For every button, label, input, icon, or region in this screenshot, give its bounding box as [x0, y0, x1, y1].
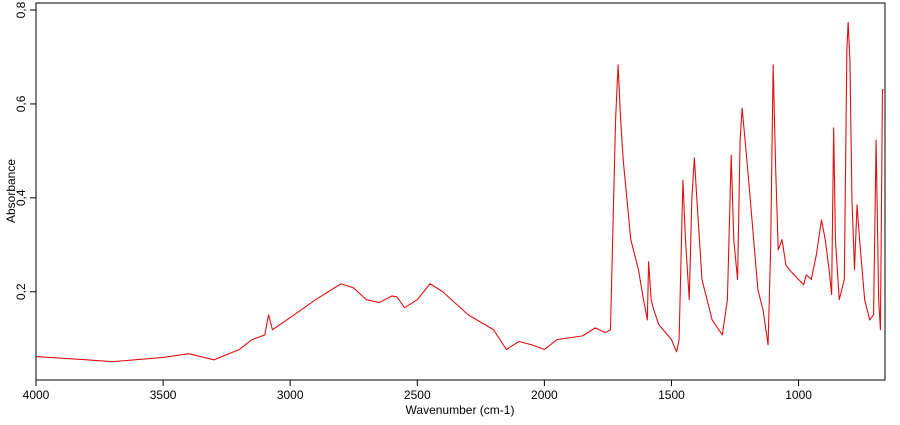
x-axis-label: Wavenumber (cm-1): [406, 403, 515, 417]
x-tick-label: 1000: [785, 388, 812, 402]
x-tick-label: 1500: [658, 388, 685, 402]
plot-frame: [35, 2, 886, 381]
y-tick-label: 0,4: [14, 189, 28, 206]
x-tick-label: 2000: [531, 388, 558, 402]
x-tick-label: 4000: [23, 388, 50, 402]
x-tick-label: 2500: [404, 388, 431, 402]
y-tick-label: 0,6: [14, 95, 28, 112]
x-tick-label: 3000: [277, 388, 304, 402]
y-tick-label: 0,2: [14, 283, 28, 300]
y-tick-label: 0,8: [14, 1, 28, 18]
spectrum-line: [35, 21, 884, 363]
y-axis-label: Absorbance: [4, 159, 18, 223]
x-tick-label: 3500: [150, 388, 177, 402]
